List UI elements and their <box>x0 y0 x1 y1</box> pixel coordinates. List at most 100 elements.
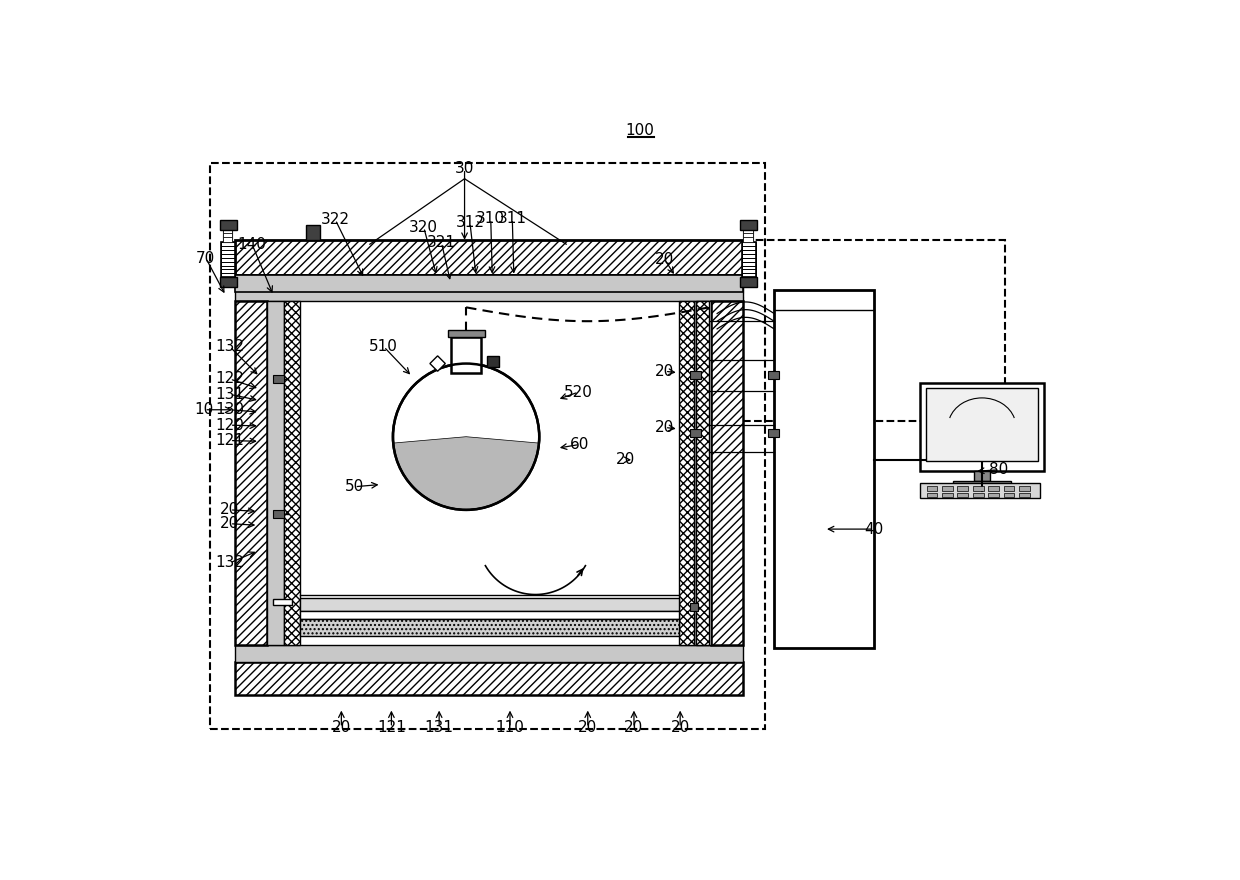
Bar <box>696 301 709 645</box>
Bar <box>300 612 678 620</box>
Text: 321: 321 <box>427 235 456 250</box>
Text: 10: 10 <box>195 402 215 417</box>
Bar <box>740 220 758 230</box>
Text: 70: 70 <box>196 251 216 266</box>
Bar <box>742 242 755 277</box>
Bar <box>236 275 743 292</box>
Text: 132: 132 <box>216 339 244 354</box>
Bar <box>221 246 236 250</box>
Bar <box>236 301 268 645</box>
Bar <box>691 371 701 379</box>
Text: 322: 322 <box>321 212 350 227</box>
Bar <box>300 620 678 636</box>
Bar <box>694 301 711 645</box>
Text: 320: 320 <box>409 220 438 235</box>
Bar <box>742 250 755 253</box>
Bar <box>743 232 753 238</box>
Text: 131: 131 <box>424 720 454 736</box>
Text: 50: 50 <box>345 480 365 495</box>
Text: 20: 20 <box>219 517 239 532</box>
Bar <box>221 242 236 277</box>
Bar <box>236 252 743 284</box>
Bar <box>711 301 743 645</box>
Bar <box>691 429 701 436</box>
Text: 20: 20 <box>624 720 644 736</box>
Bar <box>223 228 232 232</box>
Bar <box>742 269 755 274</box>
Bar <box>926 388 1038 461</box>
Bar <box>952 480 1012 488</box>
Text: 132: 132 <box>216 555 244 570</box>
Bar <box>284 301 300 645</box>
Bar <box>221 258 236 261</box>
Bar <box>988 486 999 491</box>
Text: 40: 40 <box>864 522 884 537</box>
Text: 30: 30 <box>455 161 474 176</box>
Text: 20: 20 <box>655 252 675 268</box>
Text: 20: 20 <box>655 363 675 378</box>
Bar <box>273 599 293 605</box>
Bar <box>448 330 485 336</box>
Bar <box>972 486 983 491</box>
Bar <box>221 242 236 246</box>
Bar <box>221 274 236 277</box>
Text: 20: 20 <box>671 720 689 736</box>
Bar <box>300 598 678 612</box>
Bar <box>221 266 236 269</box>
Bar <box>972 493 983 496</box>
Text: 100: 100 <box>626 122 655 138</box>
Wedge shape <box>394 436 538 509</box>
Text: 311: 311 <box>497 211 527 226</box>
Text: 130: 130 <box>216 402 244 417</box>
Text: 120: 120 <box>216 418 244 433</box>
Bar <box>742 246 755 250</box>
Bar <box>975 472 990 480</box>
Text: 121: 121 <box>377 720 405 736</box>
Bar <box>223 232 232 238</box>
Bar <box>957 493 968 496</box>
Circle shape <box>392 362 541 511</box>
Bar <box>742 266 755 269</box>
Polygon shape <box>430 356 445 371</box>
Bar <box>742 258 755 261</box>
Bar <box>236 284 743 301</box>
Bar <box>774 290 874 649</box>
Text: 510: 510 <box>370 339 398 354</box>
Bar <box>236 663 743 694</box>
Bar <box>219 277 237 287</box>
Text: 520: 520 <box>564 385 593 400</box>
Text: 110: 110 <box>496 720 525 736</box>
Bar <box>236 645 743 663</box>
Bar <box>740 277 758 287</box>
Text: 20: 20 <box>578 720 598 736</box>
Bar <box>768 371 779 379</box>
Bar <box>221 250 236 253</box>
Bar <box>223 238 232 242</box>
Bar <box>1003 486 1014 491</box>
Bar <box>942 493 952 496</box>
Bar <box>742 274 755 277</box>
Bar <box>1019 493 1029 496</box>
Bar <box>743 240 1006 422</box>
Text: 121: 121 <box>216 433 244 448</box>
Bar <box>273 375 284 383</box>
Text: 310: 310 <box>476 211 505 226</box>
Text: 20: 20 <box>219 502 239 517</box>
Bar <box>236 252 743 694</box>
Text: 60: 60 <box>570 436 590 452</box>
Bar <box>487 356 500 367</box>
Bar <box>920 483 1040 498</box>
Text: 20: 20 <box>655 420 675 435</box>
Bar <box>1003 493 1014 496</box>
Bar <box>942 486 952 491</box>
Bar <box>743 228 753 232</box>
Text: 20: 20 <box>332 720 351 736</box>
Bar <box>268 301 284 645</box>
Bar <box>273 510 284 517</box>
Bar <box>743 228 753 242</box>
Bar <box>988 493 999 496</box>
Bar <box>211 164 765 730</box>
Text: 312: 312 <box>455 215 485 231</box>
Bar <box>1019 486 1029 491</box>
Bar <box>768 429 779 436</box>
